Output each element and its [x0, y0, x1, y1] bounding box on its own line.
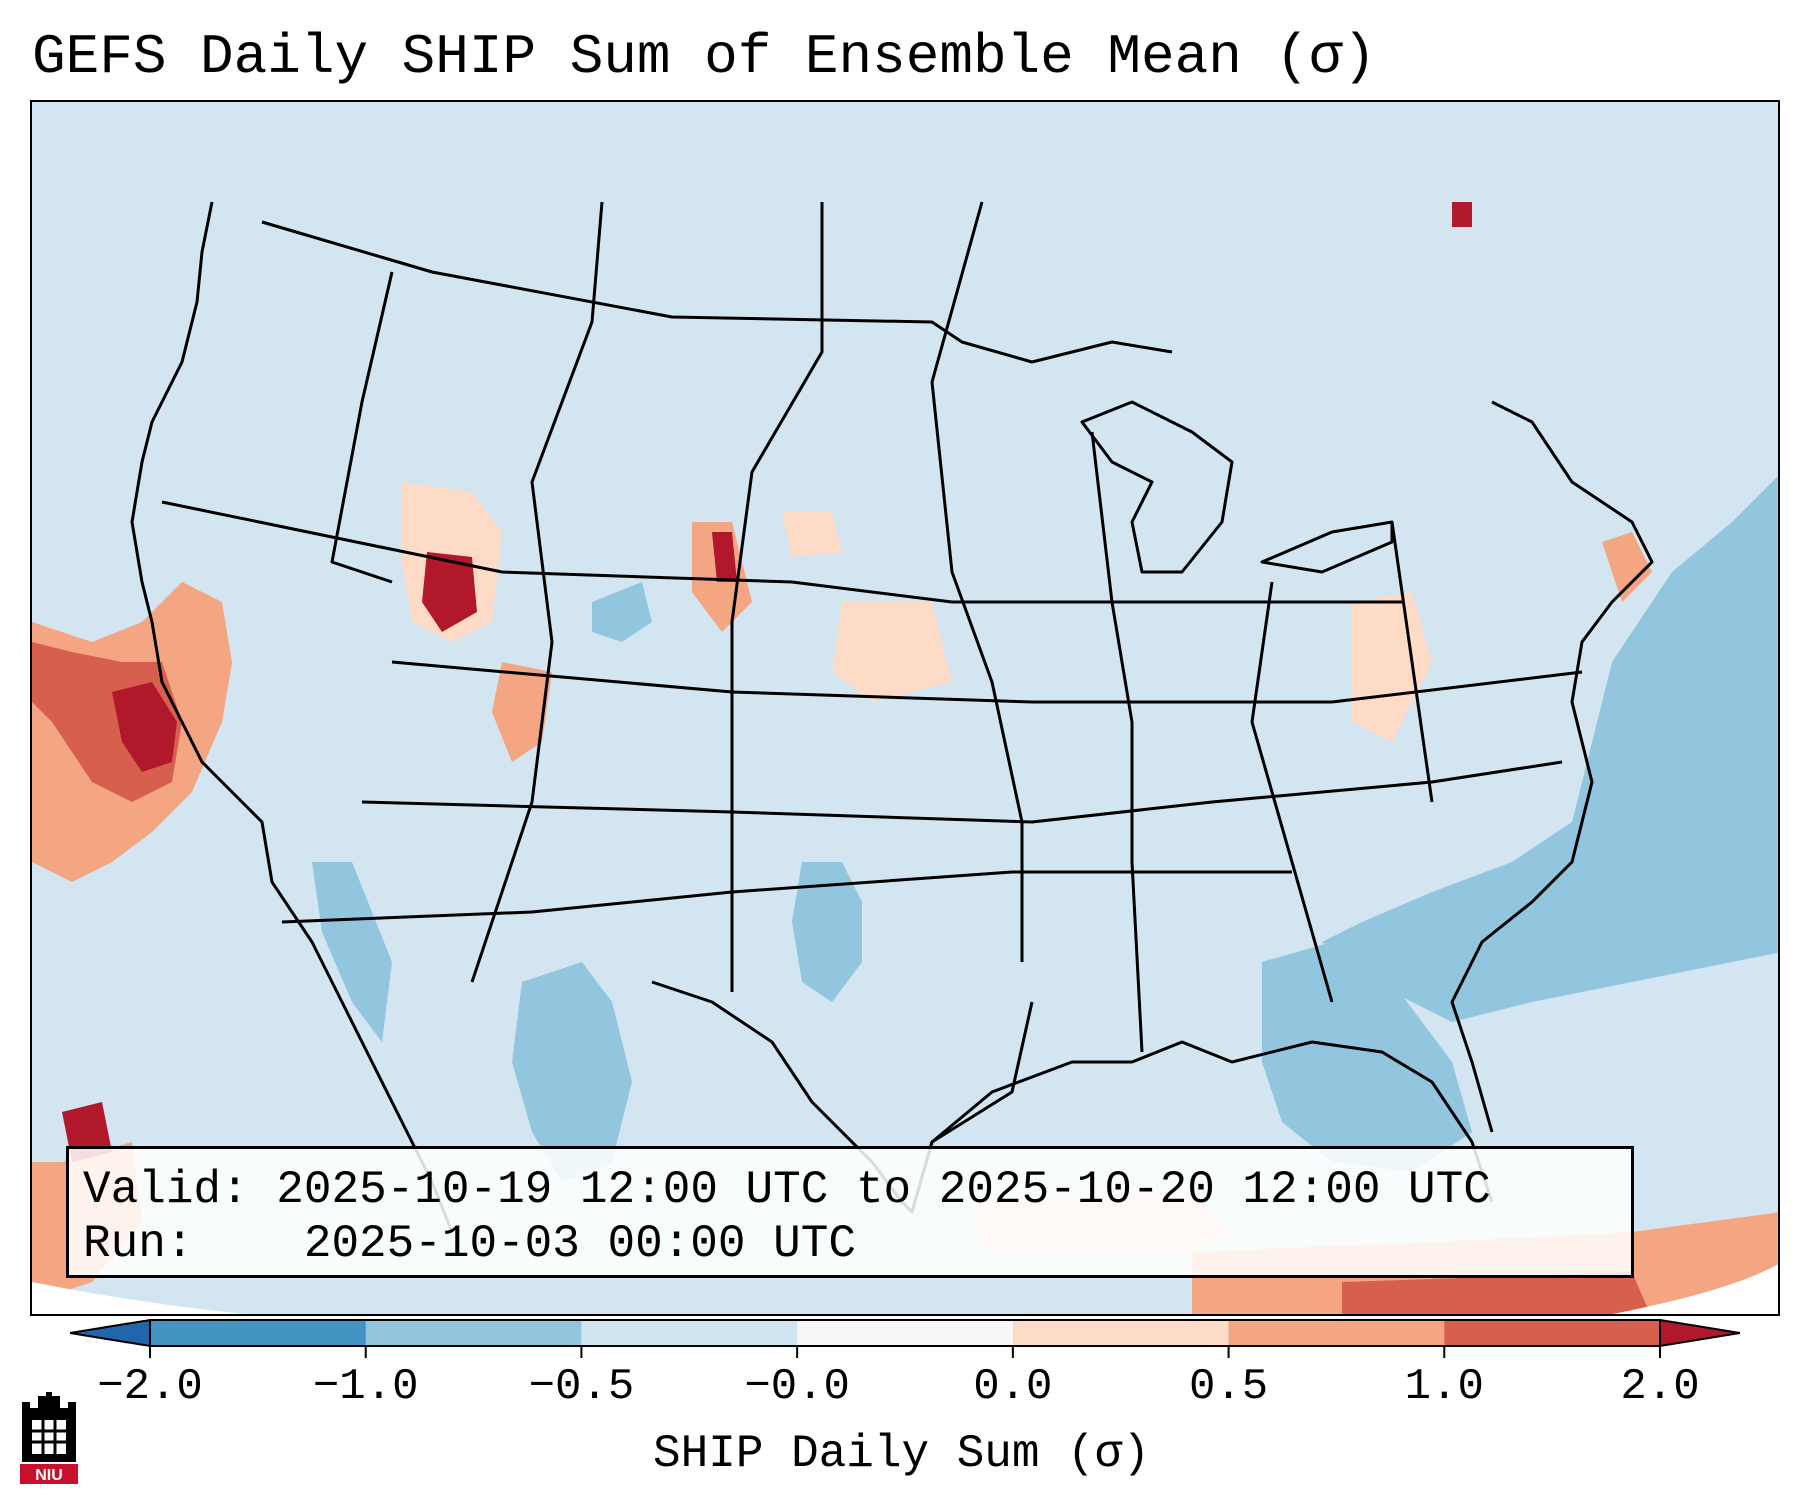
state-border-7	[730, 202, 824, 992]
colorbar-frame	[149, 1319, 1661, 1347]
colorbar-bin	[365, 1320, 582, 1346]
valid-label: Valid:	[83, 1164, 249, 1216]
colorbar-tick-label: 1.0	[1404, 1362, 1484, 1412]
run-value: 2025-10-03 00:00 UTC	[303, 1218, 856, 1270]
wyoming-peak-high	[712, 532, 737, 582]
lake-erie-outline	[1260, 520, 1394, 574]
canada-high-spot	[1452, 202, 1472, 227]
state-border-6	[470, 201, 604, 983]
state-border-8	[930, 201, 1024, 962]
california-peak-high	[112, 682, 177, 772]
colorbar-bin	[1228, 1320, 1445, 1346]
great-lakes-outline	[1080, 400, 1234, 574]
colorbar-tick-label: 0.0	[973, 1362, 1053, 1412]
gulf-low-region	[1262, 942, 1472, 1172]
map-title: GEFS Daily SHIP Sum of Ensemble Mean (σ)	[32, 25, 1377, 89]
canada-border	[261, 220, 1173, 364]
colorbar-bin	[581, 1320, 798, 1346]
colorbar-tick-label: −0.0	[744, 1362, 850, 1412]
colorbar-tick-label: 0.5	[1188, 1362, 1269, 1412]
new-england-high-region	[1602, 532, 1652, 602]
baja-low-region	[312, 862, 392, 1042]
valid-value: 2025-10-19 12:00 UTC to 2025-10-20 12:00…	[276, 1164, 1491, 1216]
valid-row: Valid: 2025-10-19 12:00 UTC to 2025-10-2…	[83, 1163, 1631, 1217]
gulf-coast	[910, 1040, 1494, 1213]
projection-edge-right	[1612, 1264, 1778, 1314]
mexico-low-region-b	[792, 862, 862, 1002]
colorbar-over-arrow	[1659, 1318, 1741, 1348]
state-border-9	[1090, 431, 1144, 1053]
colorbar-bin	[1012, 1320, 1230, 1346]
boundaries	[130, 201, 1654, 1233]
mexico-low-region-a	[512, 962, 632, 1182]
colorado-low-region	[592, 582, 652, 642]
state-border-4	[281, 870, 1292, 924]
northeast-coast	[1450, 400, 1654, 1133]
state-border-1	[161, 500, 1402, 604]
map-panel[interactable]	[30, 100, 1780, 1316]
west-coast-line	[130, 201, 454, 1233]
colorbar-under-arrow	[69, 1318, 151, 1348]
logo-text: NIU	[35, 1467, 63, 1484]
logo-battlements	[22, 1392, 76, 1414]
run-label: Run:	[83, 1218, 194, 1270]
virginia-high-region	[1352, 592, 1432, 742]
logo-window	[32, 1420, 66, 1454]
colorbar-svg	[69, 1318, 1741, 1358]
colorbar-tick-label: −0.5	[528, 1362, 635, 1412]
colorbar-bin	[797, 1320, 1014, 1346]
state-border-10	[1250, 581, 1334, 1003]
logo-band	[20, 1464, 78, 1484]
projection-edge	[32, 1282, 246, 1314]
logo-window-grid	[32, 1420, 66, 1454]
caribbean-core-high	[1342, 1272, 1651, 1314]
colorbar-label: SHIP Daily Sum (σ)	[653, 1428, 1150, 1480]
atlantic-low-region	[1322, 476, 1778, 1022]
utah-east-high	[492, 662, 552, 762]
colorbar-bin	[150, 1320, 367, 1346]
colorbar-tick-label: 2.0	[1620, 1362, 1700, 1412]
state-border-5	[330, 271, 394, 584]
colorbar-tick-label: −2.0	[97, 1362, 203, 1412]
nebraska-high-region	[782, 512, 842, 557]
state-border-11	[1390, 521, 1434, 803]
kansas-high-region	[832, 602, 952, 702]
niu-logo: NIU	[20, 1392, 78, 1484]
state-border-3	[361, 760, 1563, 824]
map-canvas	[32, 201, 1778, 1314]
colorbar	[69, 1316, 1741, 1376]
run-row: Run: 2025-10-03 00:00 UTC	[83, 1217, 1631, 1271]
colorbar-bin	[1444, 1320, 1661, 1346]
colorbar-tick-label: −1.0	[312, 1362, 419, 1412]
valid-run-info-box: Valid: 2025-10-19 12:00 UTC to 2025-10-2…	[66, 1146, 1634, 1278]
utah-high-region	[422, 552, 477, 632]
